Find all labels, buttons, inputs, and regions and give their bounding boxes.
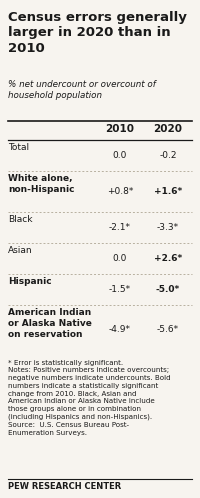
Text: -3.3*: -3.3* — [157, 223, 179, 232]
Text: -5.0*: -5.0* — [156, 285, 180, 294]
Text: 0.0: 0.0 — [113, 151, 127, 160]
Text: * Error is statistically significant.
Notes: Positive numbers indicate overcount: * Error is statistically significant. No… — [8, 360, 171, 436]
Text: -5.6*: -5.6* — [157, 325, 179, 334]
Text: PEW RESEARCH CENTER: PEW RESEARCH CENTER — [8, 482, 121, 491]
Text: 2010: 2010 — [106, 124, 134, 134]
Text: American Indian
or Alaska Native
on reservation: American Indian or Alaska Native on rese… — [8, 308, 92, 339]
Text: +1.6*: +1.6* — [154, 187, 182, 196]
Text: -0.2: -0.2 — [159, 151, 177, 160]
Text: -4.9*: -4.9* — [109, 325, 131, 334]
Text: -2.1*: -2.1* — [109, 223, 131, 232]
Text: Black: Black — [8, 215, 32, 224]
Text: 2020: 2020 — [154, 124, 182, 134]
Text: Asian: Asian — [8, 246, 33, 255]
Text: Census errors generally
larger in 2020 than in
2010: Census errors generally larger in 2020 t… — [8, 11, 187, 55]
Text: Total: Total — [8, 143, 29, 152]
Text: -1.5*: -1.5* — [109, 285, 131, 294]
Text: 0.0: 0.0 — [113, 254, 127, 263]
Text: % net undercount or overcount of
household population: % net undercount or overcount of househo… — [8, 80, 156, 100]
Text: +2.6*: +2.6* — [154, 254, 182, 263]
Text: Hispanic: Hispanic — [8, 277, 52, 286]
Text: +0.8*: +0.8* — [107, 187, 133, 196]
Text: White alone,
non-Hispanic: White alone, non-Hispanic — [8, 174, 74, 194]
